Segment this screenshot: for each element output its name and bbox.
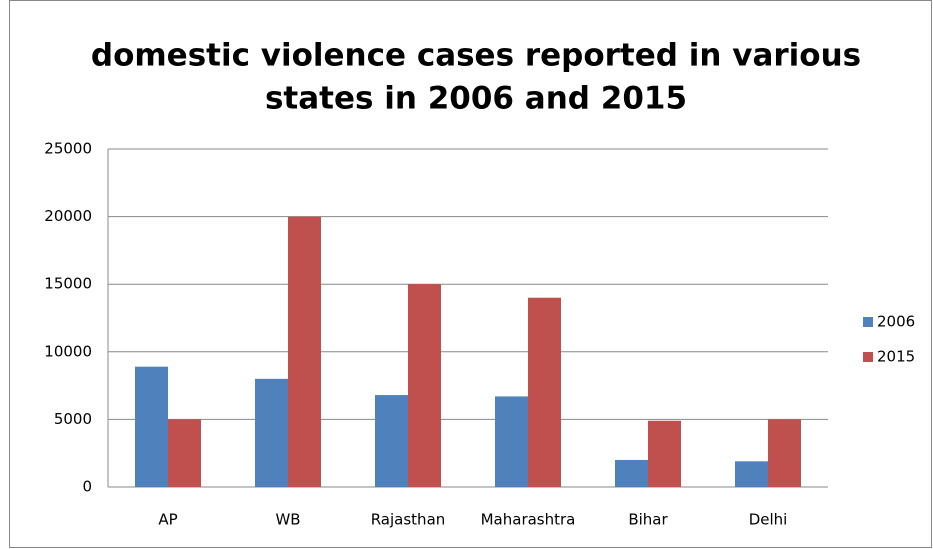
bar bbox=[495, 396, 528, 487]
bar bbox=[615, 459, 648, 487]
chart-title: domestic violence cases reported in vari… bbox=[91, 38, 861, 74]
bar bbox=[768, 419, 801, 487]
legend-label: 2006 bbox=[877, 313, 915, 331]
bar bbox=[288, 216, 321, 487]
x-tick-label: AP bbox=[158, 511, 177, 529]
x-tick-label: Delhi bbox=[749, 511, 788, 529]
y-tick-label: 15000 bbox=[44, 275, 92, 293]
y-tick-label: 25000 bbox=[44, 140, 92, 158]
x-tick-label: Bihar bbox=[628, 511, 668, 529]
x-tick-label: Rajasthan bbox=[371, 511, 446, 529]
chart-title: states in 2006 and 2015 bbox=[265, 81, 687, 117]
bar bbox=[135, 366, 168, 487]
x-tick-label: WB bbox=[275, 511, 300, 529]
y-tick-label: 5000 bbox=[54, 410, 92, 428]
legend-swatch bbox=[863, 317, 873, 327]
bar bbox=[735, 461, 768, 487]
bar bbox=[648, 420, 681, 487]
bar bbox=[408, 284, 441, 487]
legend-label: 2015 bbox=[877, 348, 915, 366]
legend-swatch bbox=[863, 352, 873, 362]
y-tick-label: 0 bbox=[82, 478, 92, 496]
bar bbox=[375, 395, 408, 487]
x-tick-label: Maharashtra bbox=[481, 511, 576, 529]
bar bbox=[255, 378, 288, 487]
y-tick-label: 10000 bbox=[44, 342, 92, 360]
bar bbox=[528, 297, 561, 487]
bar bbox=[168, 419, 201, 487]
y-tick-label: 20000 bbox=[44, 207, 92, 225]
